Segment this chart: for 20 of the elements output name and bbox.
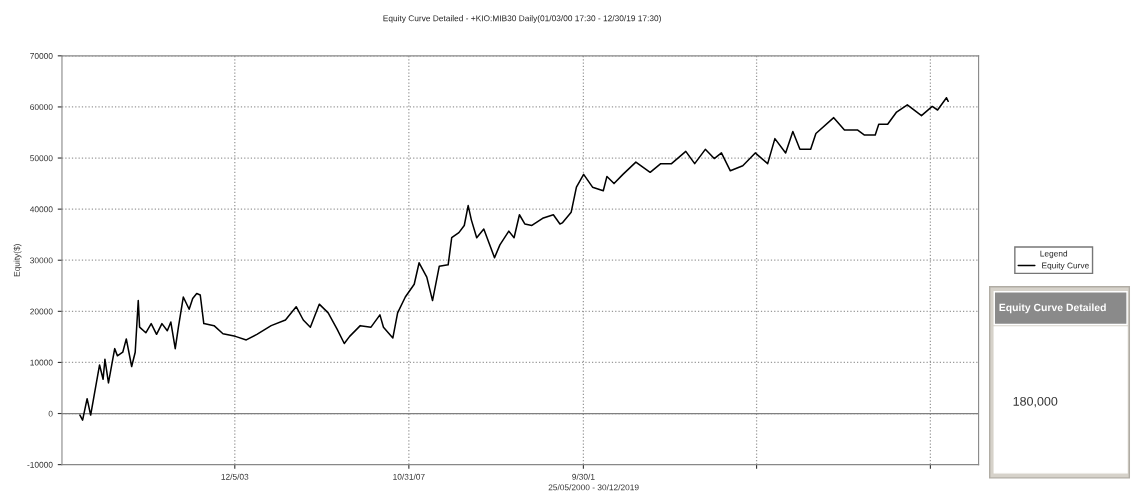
- y-tick-label: -10000: [27, 461, 53, 468]
- y-tick-label: 20000: [30, 308, 53, 315]
- y-tick-label: 30000: [30, 257, 53, 264]
- y-tick-label: 0: [48, 410, 53, 417]
- text: Equity Curve Detailed: [999, 303, 1106, 314]
- y-tick-label: 10000: [30, 359, 53, 366]
- x-tick-label: 9/30/1: [572, 473, 595, 480]
- y-tick-label: 50000: [30, 155, 53, 162]
- legend-title: Legend: [1040, 250, 1068, 259]
- y-tick-label: 70000: [30, 53, 53, 59]
- x-tick-label: 12/5/03: [221, 473, 249, 480]
- x-tick-label: 10/31/07: [393, 473, 425, 480]
- y-tick-label: 60000: [30, 104, 53, 111]
- x-axis-title: 25/05/2000 - 30/12/2019: [548, 484, 639, 491]
- text: 180,000: [1013, 396, 1058, 408]
- legend-label: Equity Curve: [1042, 262, 1089, 271]
- y-tick-label: 40000: [29, 206, 53, 213]
- y-axis-title: Equity($): [13, 244, 22, 277]
- chart-title: Equity Curve Detailed - +KIO:MIB30 Daily(01/03/00 17:30 - 12/30/19 17:30): [383, 15, 661, 23]
- line-series: [79, 96, 949, 421]
